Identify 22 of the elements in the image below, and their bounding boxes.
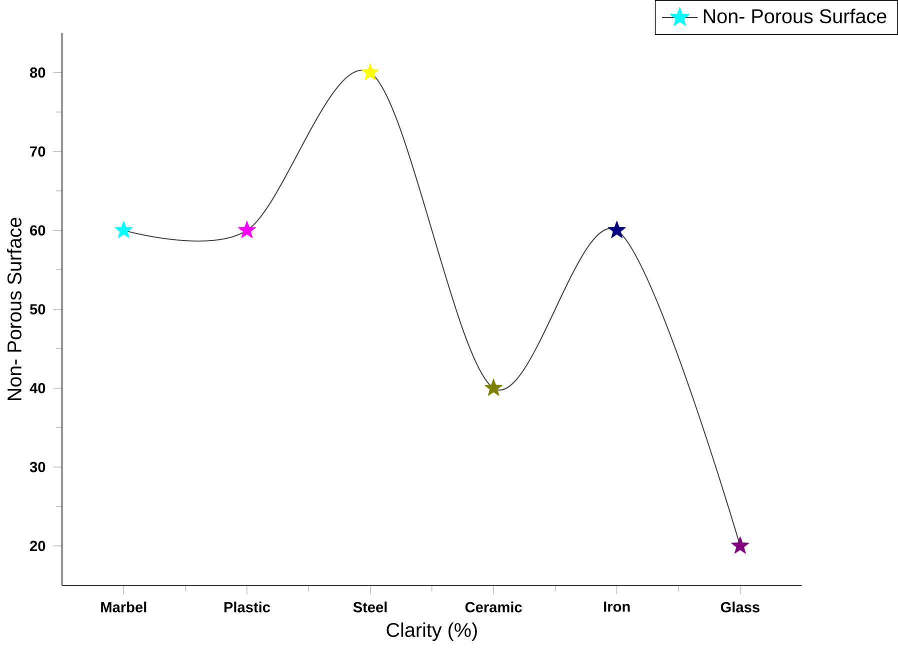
y-tick-label: 40 [30, 383, 46, 394]
x-tick-label: Glass [720, 602, 760, 612]
x-tick-label: Iron [604, 602, 630, 612]
y-tick-label: 80 [30, 67, 46, 78]
y-tick-label: 70 [30, 146, 46, 157]
point [484, 378, 503, 396]
y-tick-label: 30 [30, 462, 46, 472]
x-axis-title: Clarity (%) [386, 622, 477, 641]
legend-label: Non- Porous Surface [704, 8, 886, 24]
y-axis-title: Non- Porous Surface [6, 218, 22, 400]
point [731, 536, 750, 554]
y-tick-label: 60 [30, 225, 46, 236]
y-tick-label: 50 [30, 304, 46, 314]
point [238, 220, 256, 238]
x-tick-label: Ceramic [465, 602, 522, 612]
point [608, 220, 626, 238]
x-tick-label: Plastic [224, 602, 270, 612]
x-tick-label: Marbel [101, 602, 146, 612]
point [114, 220, 133, 238]
point [361, 63, 380, 80]
x-tick-label: Steel [353, 602, 387, 612]
y-tick-label: 20 [30, 540, 46, 552]
